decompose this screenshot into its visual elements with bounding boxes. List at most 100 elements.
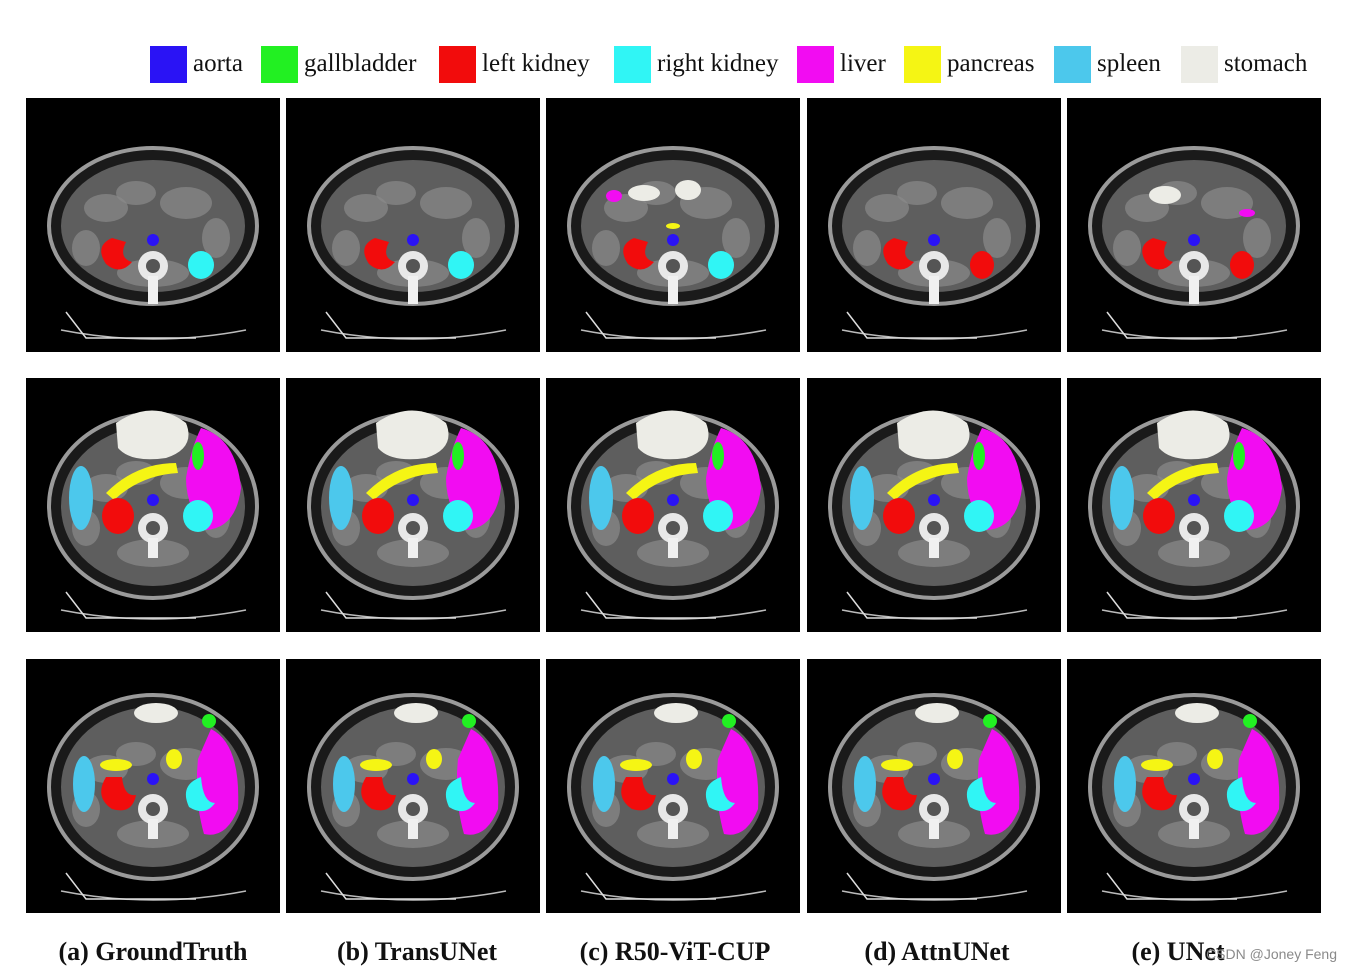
ct-slice-image (546, 378, 800, 632)
aorta-mask (667, 773, 679, 785)
right-kidney-mask (708, 251, 734, 279)
legend-item-gallbladder: gallbladder (261, 44, 416, 84)
left-kidney-mask (101, 777, 136, 811)
legend-swatch-pancreas (904, 45, 941, 83)
legend-swatch-right-kidney (614, 45, 651, 83)
legend-label: right kidney (657, 50, 779, 77)
spleen-mask (593, 756, 615, 812)
stomach-mask (654, 703, 698, 723)
aorta-mask (1188, 494, 1200, 506)
spleen-mask (854, 756, 876, 812)
legend-swatch-aorta (150, 45, 187, 83)
gallbladder-mask (712, 442, 724, 470)
left-kidney-mask (883, 238, 914, 270)
legend-label: left kidney (482, 50, 590, 77)
pancreas-mask (626, 463, 698, 500)
legend-swatch-gallbladder (261, 45, 298, 83)
gallbladder-mask (983, 714, 997, 728)
right-kidney-mask (445, 777, 475, 812)
left-kidney-mask (883, 498, 915, 534)
stomach-mask (1175, 703, 1219, 723)
gallbladder-mask (192, 442, 204, 470)
left-kidney-mask (621, 777, 656, 811)
spleen-mask (1110, 466, 1134, 530)
left-kidney-mask (623, 238, 654, 270)
aorta-mask (407, 773, 419, 785)
pancreas-mask (1141, 759, 1173, 771)
liver-mask (1239, 209, 1255, 217)
legend-label: pancreas (947, 50, 1035, 77)
ct-slice-image (26, 659, 280, 913)
pancreas-mask (881, 759, 913, 771)
aorta-mask (407, 494, 419, 506)
left-kidney-mask (361, 777, 396, 811)
legend-label: liver (840, 50, 886, 77)
right-kidney-mask (705, 777, 735, 812)
left-kidney-mask (622, 498, 654, 534)
pancreas-mask (366, 463, 438, 500)
stomach-mask (134, 703, 178, 723)
gallbladder-mask (462, 714, 476, 728)
aorta-mask (928, 234, 940, 246)
ct-slice-image (1067, 659, 1321, 913)
legend-item-left-kidney: left kidney (439, 44, 590, 84)
legend-swatch-liver (797, 45, 834, 83)
pancreas-mask (947, 749, 963, 769)
right-kidney-mask (964, 500, 994, 532)
left-kidney-mask (364, 238, 395, 270)
left-kidney-mask (102, 498, 134, 534)
legend-item-right-kidney: right kidney (614, 44, 779, 84)
caption-ground-truth: (a) GroundTruth (58, 937, 248, 966)
right-kidney-mask (188, 251, 214, 279)
ct-slice-image (807, 659, 1061, 913)
pancreas-mask (426, 749, 442, 769)
caption-attnunet: (d) AttnUNet (864, 937, 1010, 966)
ct-slice-image (1067, 378, 1321, 632)
aorta-mask (147, 773, 159, 785)
stomach-mask (628, 185, 660, 201)
aorta-mask (1188, 773, 1200, 785)
right-kidney-mask (1224, 500, 1254, 532)
legend-item-pancreas: pancreas (904, 44, 1034, 84)
right-kidney-mask (183, 500, 213, 532)
pancreas-mask (887, 463, 959, 500)
aorta-mask (667, 234, 679, 246)
gallbladder-mask (1233, 442, 1245, 470)
ct-slice-image (26, 98, 280, 352)
caption-transunet: (b) TransUNet (336, 937, 498, 966)
left-kidney-mask (1143, 498, 1175, 534)
gallbladder-mask (1243, 714, 1257, 728)
gallbladder-mask (722, 714, 736, 728)
spleen-mask (69, 466, 93, 530)
right-kidney-mask (443, 500, 473, 532)
legend-label: aorta (193, 50, 243, 77)
spleen-mask (329, 466, 353, 530)
watermark: CSDN @Joney Feng (1206, 946, 1337, 962)
ct-slice-image (807, 378, 1061, 632)
spleen-mask (850, 466, 874, 530)
left-kidney-mask (101, 238, 132, 270)
legend-label: spleen (1097, 50, 1161, 77)
stomach-mask (915, 703, 959, 723)
legend-item-spleen: spleen (1054, 44, 1161, 84)
ct-slice-image (546, 98, 800, 352)
stomach-mask (376, 410, 449, 460)
ct-slice-image (807, 98, 1061, 352)
pancreas-mask (100, 759, 132, 771)
pancreas-mask (620, 759, 652, 771)
stomach-mask (1157, 410, 1230, 460)
ct-slice-image (1067, 98, 1321, 352)
aorta-mask (147, 234, 159, 246)
legend-item-stomach: stomach (1181, 44, 1307, 84)
ct-slice-image (26, 378, 280, 632)
ct-slice-image (286, 659, 540, 913)
aorta-mask (667, 494, 679, 506)
spleen-mask (73, 756, 95, 812)
right-kidney-mask (1226, 777, 1256, 812)
spleen-mask (333, 756, 355, 812)
pancreas-mask (1207, 749, 1223, 769)
ct-slice-image (286, 378, 540, 632)
pancreas-mask (166, 749, 182, 769)
stomach-mask (116, 410, 189, 460)
legend-label: gallbladder (304, 50, 417, 77)
